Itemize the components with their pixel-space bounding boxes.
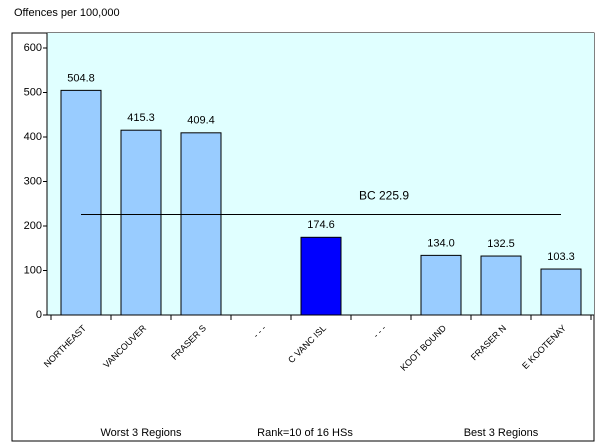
value-label: 134.0: [427, 237, 455, 249]
bar: [480, 255, 522, 316]
value-label: 504.8: [67, 72, 95, 84]
x-tick-label: VANCOUVER: [101, 323, 148, 370]
x-tick-label: FRASER S: [169, 323, 208, 362]
x-tick-label: E KOOTENAY: [520, 323, 568, 371]
bar: [120, 129, 162, 316]
y-tick-label: 300: [24, 175, 42, 187]
value-label: 132.5: [487, 238, 515, 250]
chart-title: Offences per 100,000: [14, 7, 120, 19]
x-tick-label: KOOT BOUND: [398, 323, 448, 373]
bar: [60, 89, 102, 316]
x-tick-label: FRASER N: [469, 323, 508, 362]
x-tick-label: - - -: [371, 323, 388, 340]
x-tick-label: - - -: [251, 323, 268, 340]
value-label: 174.6: [307, 219, 335, 231]
reference-label: BC 225.9: [359, 189, 409, 203]
y-tick-label: 200: [24, 220, 42, 232]
bar: [420, 254, 462, 316]
value-label: 103.3: [547, 251, 575, 263]
group-label: Rank=10 of 16 HSs: [257, 427, 353, 439]
bar: [540, 268, 582, 316]
y-tick-label: 100: [24, 264, 42, 276]
value-label: 415.3: [127, 112, 155, 124]
x-tick-label: C VANC ISL: [286, 323, 328, 365]
bar: [180, 132, 222, 316]
y-tick-label: 400: [24, 131, 42, 143]
y-tick-label: 500: [24, 86, 42, 98]
y-tick-label: 600: [24, 42, 42, 54]
group-label: Worst 3 Regions: [100, 427, 182, 439]
x-tick-label: NORTHEAST: [42, 323, 89, 370]
bar: [300, 236, 342, 316]
value-label: 409.4: [187, 115, 215, 127]
group-label: Best 3 Regions: [464, 427, 539, 439]
y-tick-label: 0: [36, 309, 42, 321]
